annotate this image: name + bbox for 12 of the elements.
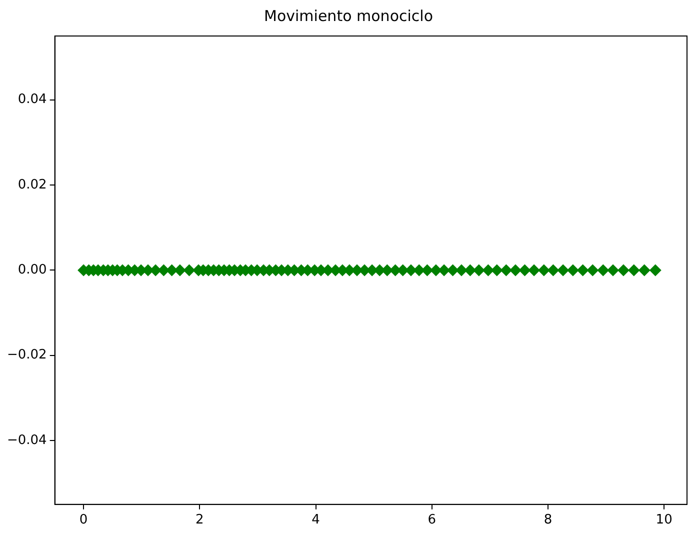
y-tick-label: −0.04 xyxy=(6,432,47,448)
x-tick-label: 4 xyxy=(312,512,320,528)
chart-title: Movimiento monociclo xyxy=(264,6,433,25)
y-tick-label: 0.02 xyxy=(18,177,47,192)
y-tick-label: 0.00 xyxy=(18,262,47,278)
y-tick-label: −0.02 xyxy=(6,348,47,363)
x-tick-label: 8 xyxy=(544,512,552,528)
x-tick-label: 2 xyxy=(196,512,204,528)
x-tick-label: 10 xyxy=(656,512,672,528)
x-tick-label: 6 xyxy=(428,512,436,528)
x-tick-label: 0 xyxy=(79,512,88,528)
y-tick-label: 0.04 xyxy=(18,92,47,108)
